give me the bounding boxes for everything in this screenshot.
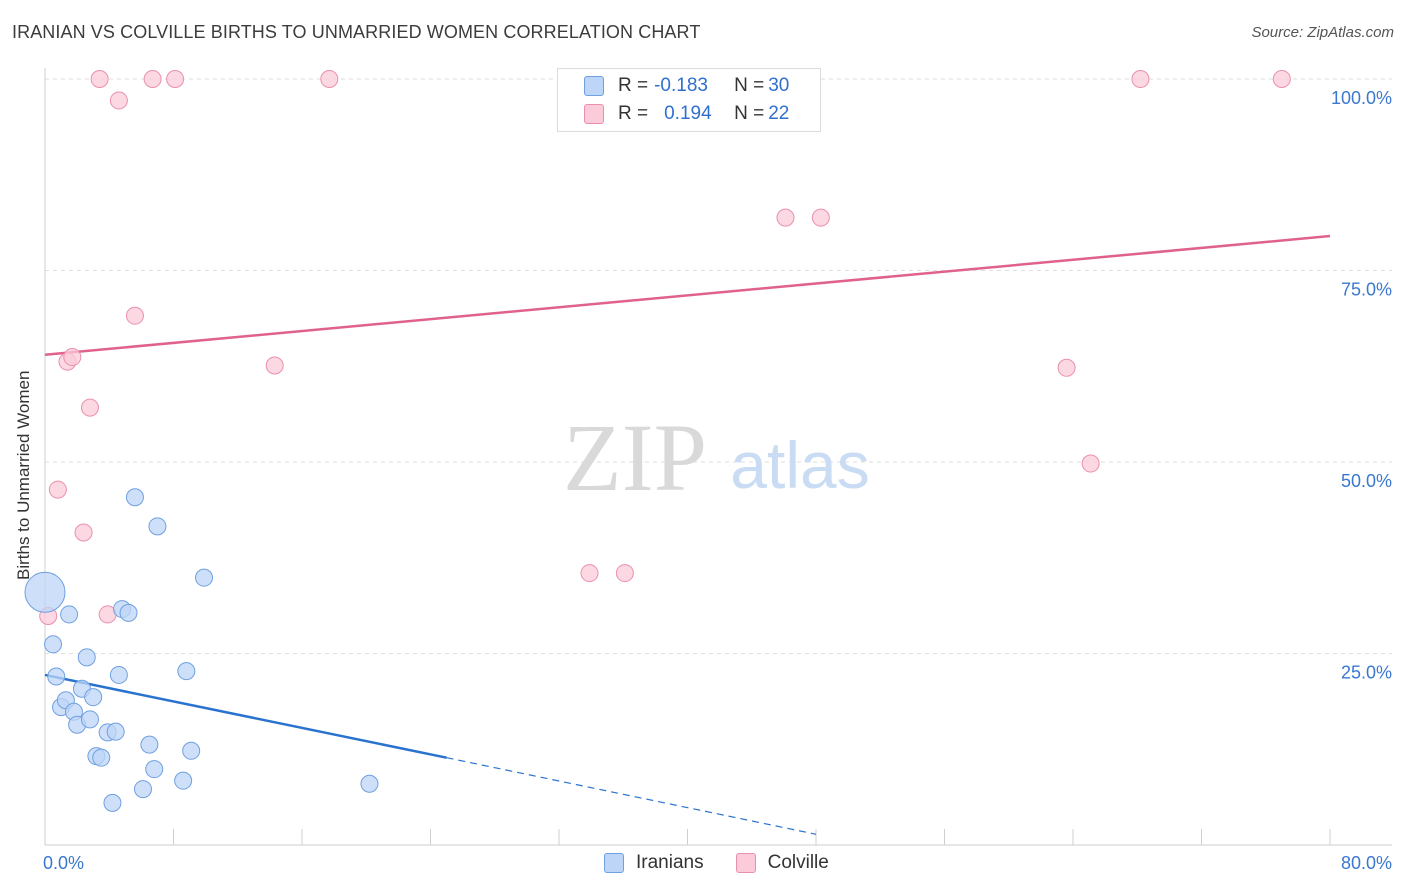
point-iranians bbox=[182, 741, 201, 760]
data-points bbox=[24, 70, 1291, 812]
legend-n-label: N = bbox=[734, 75, 765, 96]
point-colville bbox=[48, 480, 67, 499]
trend-line-colville bbox=[44, 234, 1331, 357]
point-colville bbox=[143, 70, 162, 88]
point-colville bbox=[74, 523, 93, 542]
point-iranians bbox=[84, 688, 103, 707]
point-colville bbox=[580, 564, 599, 583]
y-tick-label: 75.0% bbox=[1341, 280, 1392, 300]
legend-label-colville: Colville bbox=[767, 852, 829, 873]
point-iranians bbox=[80, 710, 99, 729]
legend-swatch-colville bbox=[584, 104, 604, 124]
point-iranians bbox=[125, 488, 144, 507]
legend-n-value-iranians: 30 bbox=[768, 75, 790, 96]
point-iranians bbox=[109, 665, 128, 684]
stats-legend: R = -0.183 N = 30 R = 0.194 N = 22 bbox=[557, 68, 821, 132]
legend-r-value-iranians: -0.183 bbox=[654, 75, 708, 96]
legend-swatch-iranians bbox=[584, 76, 604, 96]
point-colville bbox=[265, 356, 284, 375]
point-colville bbox=[776, 208, 795, 227]
point-colville bbox=[90, 70, 109, 88]
trend-lines bbox=[44, 234, 1331, 835]
legend-r-label: R = bbox=[618, 75, 649, 96]
legend-swatch-colville bbox=[735, 853, 756, 873]
point-colville bbox=[63, 348, 82, 367]
point-iranians bbox=[106, 722, 125, 741]
trend-line-iranians-extension bbox=[446, 757, 817, 835]
point-colville bbox=[125, 306, 144, 325]
point-colville bbox=[1057, 358, 1076, 377]
chart-title: IRANIAN VS COLVILLE BIRTHS TO UNMARRIED … bbox=[12, 22, 701, 42]
y-tick-label: 25.0% bbox=[1341, 663, 1392, 683]
tick-labels: 25.0% 50.0% 75.0% 100.0% 0.0% 80.0% bbox=[43, 88, 1392, 873]
point-iranians bbox=[148, 517, 167, 536]
point-colville bbox=[80, 398, 99, 417]
legend-item-iranians[interactable]: Iranians bbox=[604, 852, 704, 874]
x-tick-label: 80.0% bbox=[1341, 853, 1392, 873]
point-iranians bbox=[24, 571, 66, 613]
legend-n-label: N = bbox=[734, 103, 765, 124]
series-legend: Iranians Colville bbox=[604, 852, 861, 874]
watermark-atlas: atlas bbox=[730, 428, 869, 502]
point-colville bbox=[811, 208, 830, 227]
point-iranians bbox=[145, 760, 164, 779]
legend-swatch-iranians bbox=[604, 853, 624, 873]
legend-r-label: R = bbox=[618, 103, 649, 124]
point-iranians bbox=[44, 635, 63, 654]
point-colville bbox=[1131, 70, 1150, 88]
watermark-zip: ZIP bbox=[563, 404, 707, 511]
trend-line-iranians bbox=[44, 673, 447, 759]
point-iranians bbox=[92, 748, 111, 767]
legend-label-iranians: Iranians bbox=[636, 852, 704, 873]
source-label: Source: ZipAtlas.com bbox=[1251, 24, 1394, 41]
point-iranians bbox=[60, 605, 79, 624]
point-colville bbox=[109, 91, 128, 110]
point-iranians bbox=[360, 774, 379, 793]
point-iranians bbox=[133, 780, 152, 799]
legend-r-value-colville: 0.194 bbox=[664, 103, 712, 124]
y-axis-label: Births to Unmarried Women bbox=[14, 370, 33, 580]
legend-item-colville[interactable]: Colville bbox=[735, 852, 829, 874]
point-colville bbox=[1081, 454, 1100, 473]
point-iranians bbox=[119, 603, 138, 622]
point-colville bbox=[320, 70, 339, 88]
point-iranians bbox=[47, 667, 66, 686]
y-tick-label: 50.0% bbox=[1341, 471, 1392, 491]
legend-row-iranians: R = -0.183 N = 30 bbox=[584, 74, 789, 98]
axes bbox=[44, 68, 1392, 846]
legend-n-value-colville: 22 bbox=[768, 103, 790, 124]
point-colville bbox=[615, 564, 634, 583]
point-iranians bbox=[174, 771, 193, 790]
point-colville bbox=[1272, 70, 1291, 88]
point-iranians bbox=[140, 735, 159, 754]
grid-lines bbox=[45, 78, 1392, 654]
y-tick-label: 100.0% bbox=[1331, 88, 1392, 108]
point-iranians bbox=[195, 568, 214, 587]
watermark: ZIP atlas bbox=[563, 404, 870, 511]
point-iranians bbox=[77, 648, 96, 667]
legend-row-colville: R = 0.194 N = 22 bbox=[584, 102, 789, 126]
point-colville bbox=[166, 70, 185, 88]
x-tick-label: 0.0% bbox=[43, 853, 84, 873]
point-iranians bbox=[103, 793, 122, 812]
point-iranians bbox=[177, 662, 196, 681]
